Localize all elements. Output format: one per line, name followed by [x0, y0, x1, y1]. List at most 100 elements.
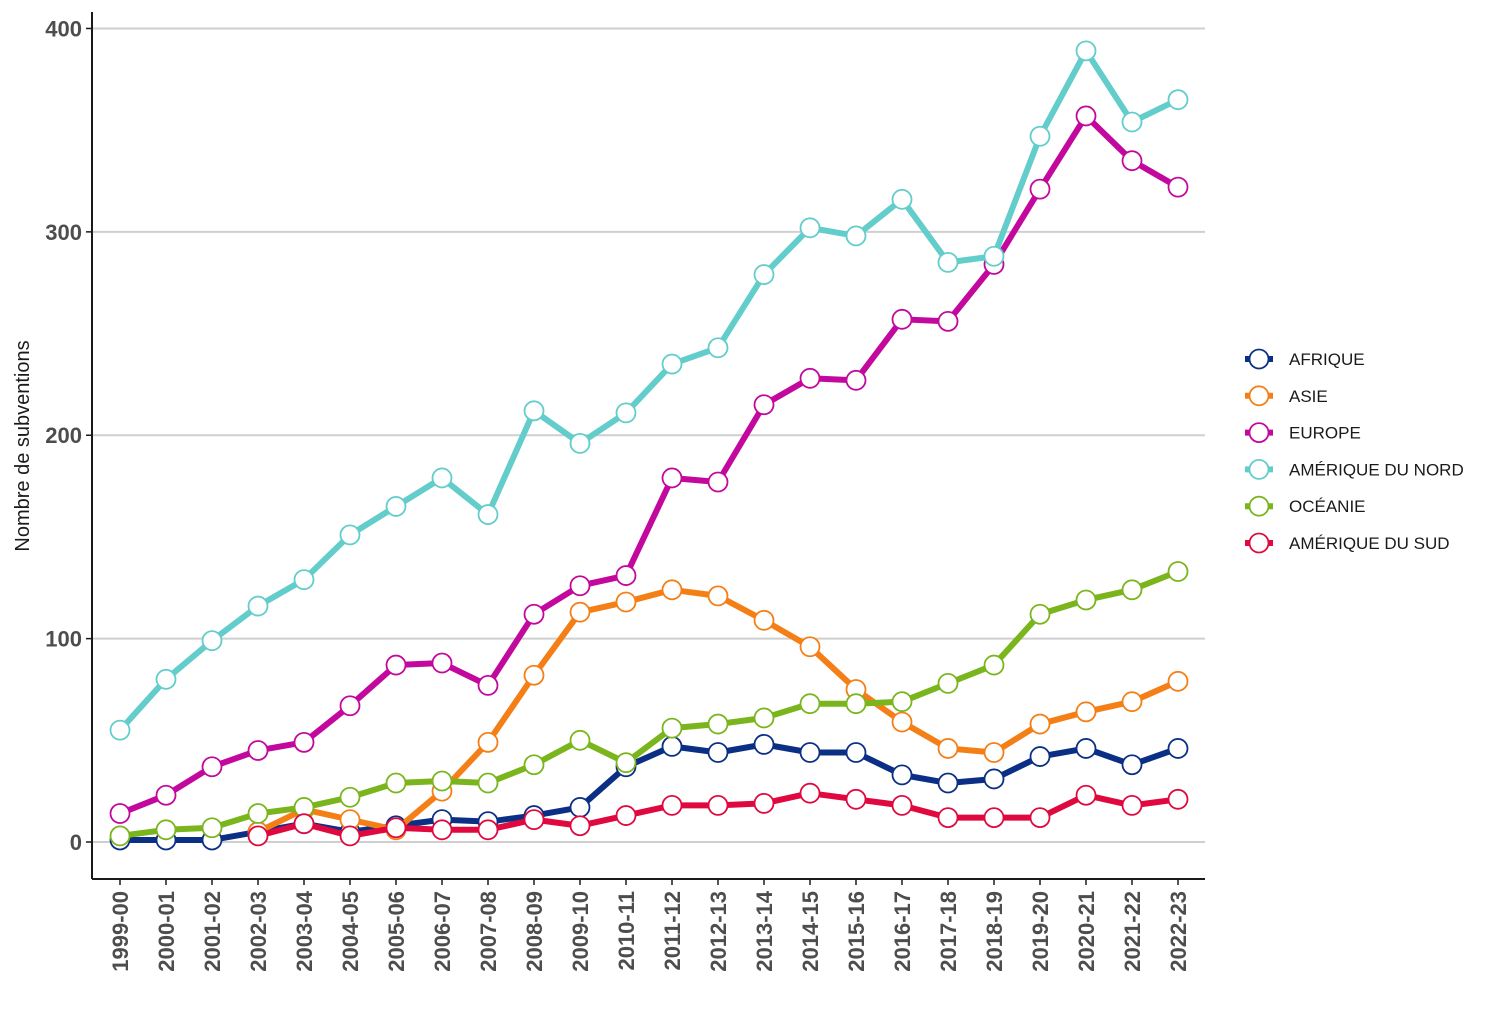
- data-point: [109, 803, 131, 824]
- legend-item: AFRIQUE: [1245, 348, 1365, 370]
- data-point: [1167, 788, 1189, 810]
- data-point: [707, 337, 729, 359]
- data-point: [937, 738, 959, 759]
- data-point: [1121, 691, 1143, 713]
- data-point: [845, 369, 867, 391]
- data-point: [661, 717, 683, 739]
- data-point: [707, 742, 729, 763]
- x-tick-label: 2004-05: [338, 891, 363, 972]
- data-point: [707, 713, 729, 735]
- y-tick-label: 400: [45, 16, 82, 41]
- data-point: [477, 772, 499, 794]
- legend-label: OCÉANIE: [1289, 497, 1366, 516]
- y-axis-title: Nombre de subventions: [12, 340, 34, 551]
- data-point: [799, 636, 821, 658]
- legend-key-marker: [1248, 532, 1270, 554]
- series-line: [117, 112, 1181, 817]
- data-point: [1029, 713, 1051, 735]
- data-point: [431, 467, 453, 489]
- data-point: [845, 788, 867, 810]
- data-point: [1121, 794, 1143, 816]
- legend-item: EUROPE: [1245, 422, 1361, 444]
- x-tick-label: 2010-11: [614, 891, 639, 971]
- data-point: [339, 695, 361, 717]
- data-point: [569, 797, 591, 818]
- data-point: [155, 668, 177, 690]
- legend-label: EUROPE: [1289, 424, 1361, 443]
- x-tick-label: 2011-12: [660, 891, 685, 971]
- data-point: [431, 770, 453, 792]
- data-point: [799, 367, 821, 389]
- x-tick-label: 2002-03: [246, 891, 271, 972]
- y-tick-label: 300: [45, 220, 82, 245]
- data-point: [845, 742, 867, 763]
- data-point: [109, 825, 131, 847]
- data-point: [293, 569, 315, 591]
- data-point: [891, 794, 913, 816]
- x-tick-label: 2018-19: [982, 891, 1007, 972]
- x-tick-label: 2021-22: [1120, 891, 1145, 972]
- data-point: [845, 225, 867, 247]
- data-point: [891, 764, 913, 786]
- data-point: [339, 524, 361, 546]
- data-point: [1029, 178, 1051, 200]
- x-tick-label: 2005-06: [384, 891, 409, 972]
- data-point: [293, 813, 315, 835]
- data-point: [707, 794, 729, 816]
- data-point: [339, 825, 361, 847]
- legend-item: AMÉRIQUE DU NORD: [1245, 458, 1464, 480]
- data-point: [385, 496, 407, 517]
- data-point: [891, 711, 913, 733]
- legend-key-marker: [1248, 385, 1270, 407]
- x-tick-label: 2022-23: [1166, 891, 1191, 972]
- x-tick-label: 2007-08: [476, 891, 501, 972]
- data-point: [477, 819, 499, 841]
- data-point: [1121, 579, 1143, 601]
- data-point: [1167, 670, 1189, 692]
- data-point: [477, 731, 499, 753]
- data-point: [661, 736, 683, 757]
- x-tick-label: 2012-13: [706, 891, 731, 972]
- x-tick-label: 2013-14: [752, 890, 777, 972]
- data-point: [1167, 738, 1189, 759]
- data-point: [155, 819, 177, 841]
- data-point: [569, 729, 591, 751]
- legend-label: AMÉRIQUE DU NORD: [1289, 460, 1464, 479]
- data-point: [569, 432, 591, 454]
- data-point: [753, 394, 775, 416]
- data-point: [569, 601, 591, 623]
- legend-item: ASIE: [1245, 385, 1328, 407]
- data-point: [1167, 176, 1189, 198]
- data-point: [1029, 125, 1051, 147]
- x-tick-label: 2003-04: [292, 890, 317, 972]
- data-point: [431, 819, 453, 841]
- data-point: [799, 782, 821, 804]
- data-point: [661, 353, 683, 375]
- series-2: [109, 105, 1189, 824]
- data-point: [799, 742, 821, 763]
- data-point: [523, 809, 545, 831]
- data-point: [661, 794, 683, 816]
- data-point: [707, 471, 729, 493]
- data-point: [799, 693, 821, 715]
- data-point: [385, 654, 407, 676]
- data-point: [523, 664, 545, 686]
- data-point: [569, 575, 591, 597]
- y-tick-label: 100: [45, 627, 82, 652]
- data-point: [201, 630, 223, 652]
- legend-key-marker: [1248, 495, 1270, 517]
- legend: AFRIQUE ASIE EUROPE AMÉRIQUE DU NORD OCÉANIE…: [1245, 348, 1464, 554]
- x-tick-label: 2008-09: [522, 891, 547, 972]
- legend-key-marker: [1248, 348, 1270, 370]
- data-point: [1167, 89, 1189, 111]
- x-tick-label: 2006-07: [430, 891, 455, 972]
- data-point: [753, 733, 775, 755]
- data-point: [937, 310, 959, 332]
- legend-key-marker: [1248, 422, 1270, 444]
- data-point: [753, 264, 775, 285]
- data-point: [1029, 746, 1051, 767]
- legend-item: OCÉANIE: [1245, 495, 1366, 517]
- data-point: [937, 807, 959, 828]
- legend-key-marker: [1248, 458, 1270, 480]
- legend-label: AFRIQUE: [1289, 350, 1365, 369]
